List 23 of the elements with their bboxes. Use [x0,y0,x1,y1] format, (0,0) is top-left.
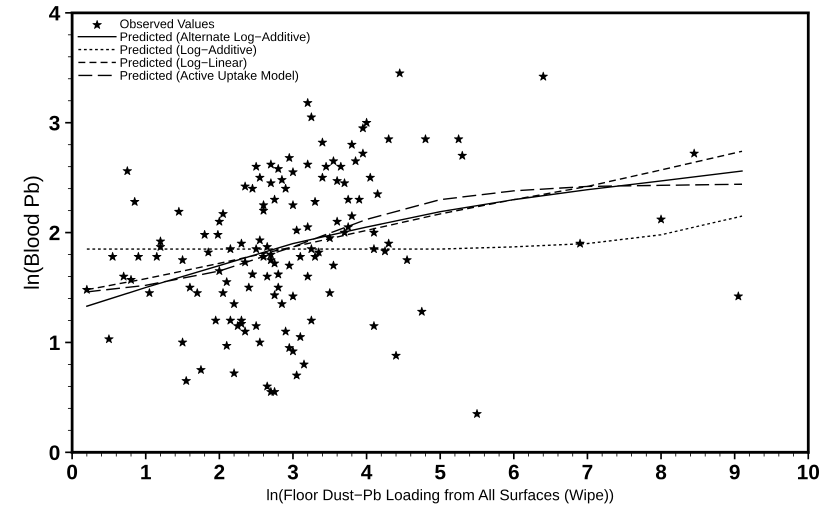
x-tick-label: 10 [798,464,820,480]
y-tick-label: 0 [50,445,60,460]
x-axis-title: ln(Floor Dust−Pb Loading from All Surfaces (Wipe)) [267,489,614,504]
legend-label: Predicted (Alternate Log−Additive) [120,32,310,44]
x-tick-label: 6 [508,464,519,480]
legend-label: Predicted (Log−Linear) [120,58,246,70]
legend-label: Observed Values [120,19,214,28]
x-tick-label: 5 [435,464,446,480]
x-tick-label: 4 [361,464,372,480]
x-tick-label: 9 [730,464,740,480]
x-tick-label: 2 [214,464,224,480]
x-tick-label: 8 [656,464,666,480]
x-tick-label: 3 [288,464,298,480]
x-tick-label: 1 [141,464,151,480]
x-tick-label: 0 [67,464,78,480]
y-tick-label: 2 [49,226,60,240]
y-tick-label: 4 [49,6,60,20]
legend-label: Predicted (Log−Additive) [120,44,256,57]
y-tick-label: 1 [50,336,60,350]
x-tick-label: 7 [582,464,592,480]
legend-label: Predicted (Active Uptake Model) [120,70,298,82]
y-axis-title: ln(Blood Pb) [24,176,44,288]
y-tick-label: 3 [49,116,60,130]
